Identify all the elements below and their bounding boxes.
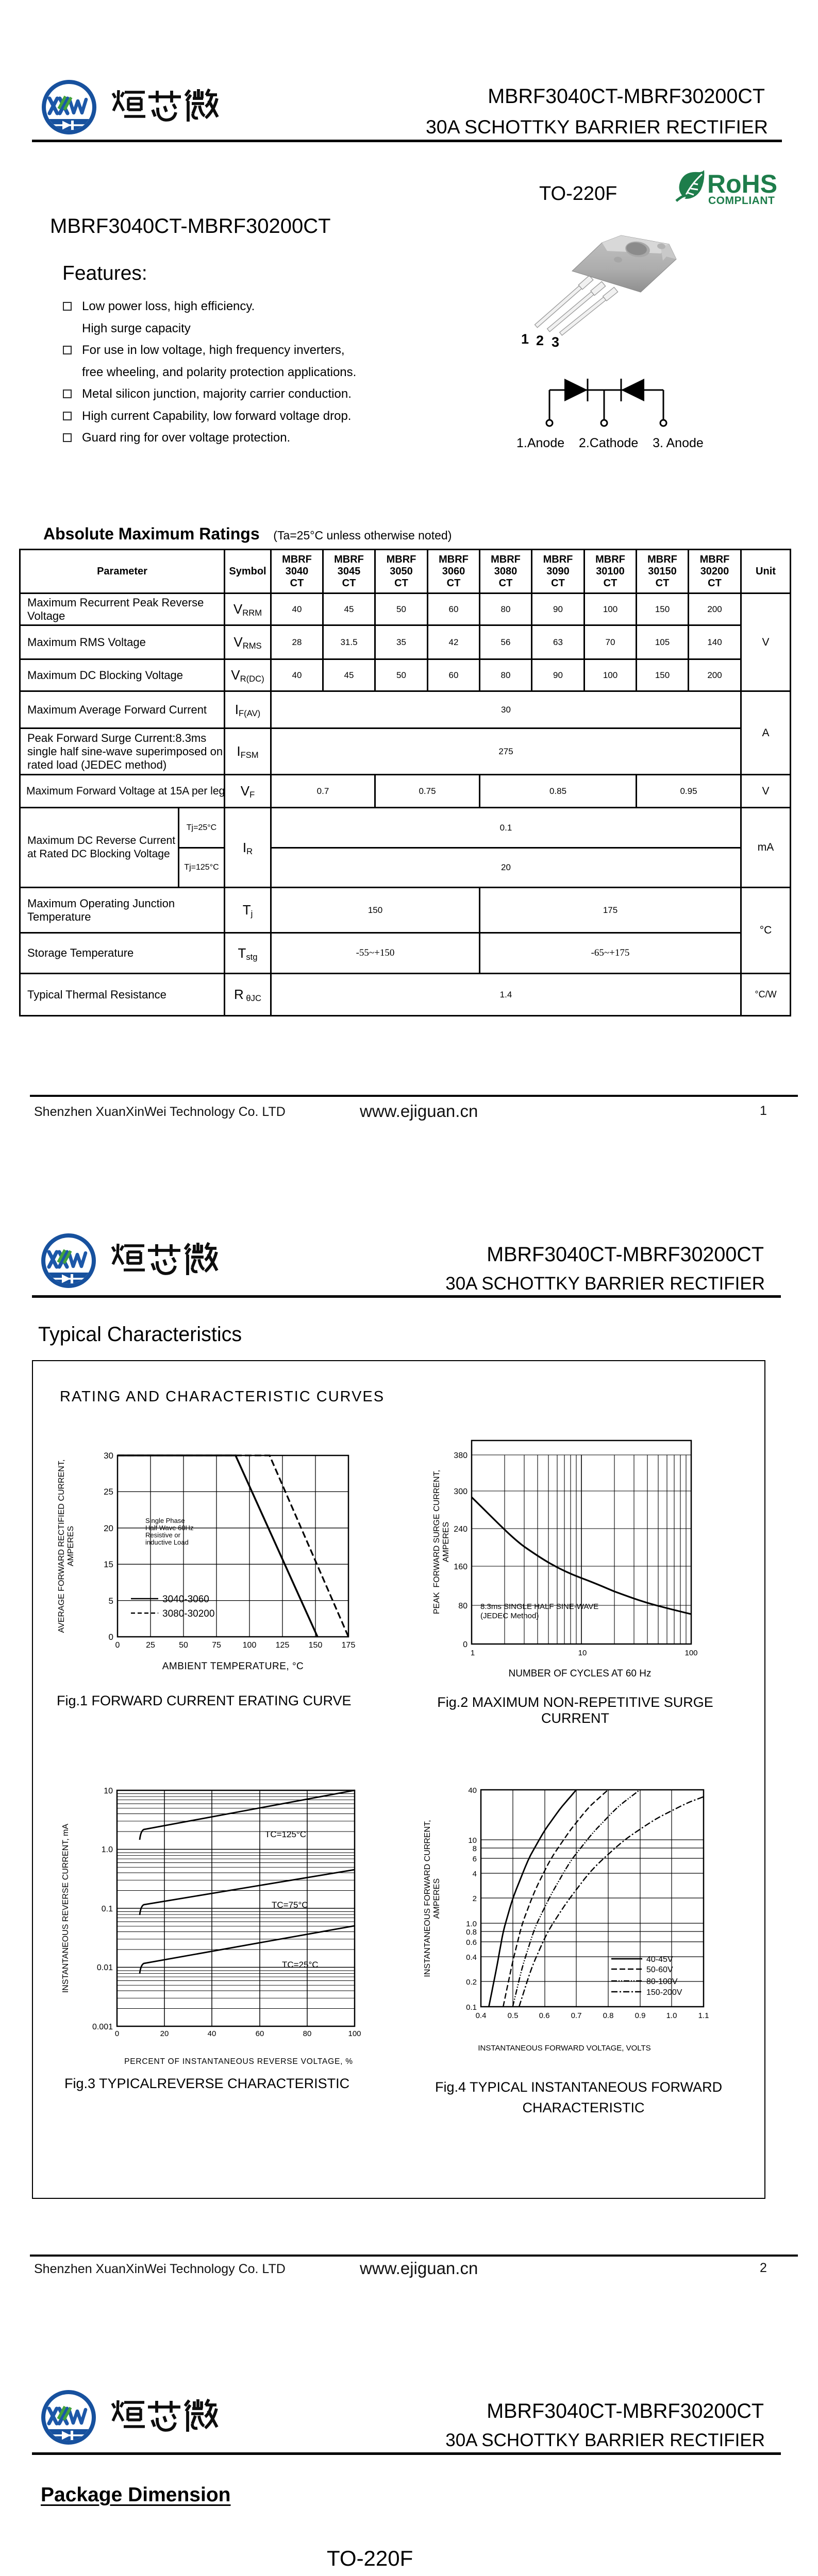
svg-text:1.0: 1.0: [466, 1920, 477, 1928]
svg-text:Fig.1 FORWARD CURRENT ERATING: Fig.1 FORWARD CURRENT ERATING CURVE: [57, 1693, 352, 1708]
svg-text:1.1: 1.1: [698, 2011, 709, 2020]
svg-text:6: 6: [473, 1855, 477, 1863]
svg-text:3040-3060: 3040-3060: [162, 1594, 209, 1605]
svg-text:0: 0: [463, 1640, 468, 1649]
svg-text:0.4: 0.4: [476, 2011, 487, 2020]
svg-text:300: 300: [454, 1487, 468, 1496]
svg-text:1.Anode 2.Cathode 3. Ano: 1.Anode 2.Cathode 3. Anode: [516, 436, 704, 450]
svg-text:240: 240: [454, 1525, 468, 1534]
svg-text:0: 0: [109, 1632, 113, 1642]
svg-text:TC=25°C: TC=25°C: [282, 1960, 319, 1970]
svg-text:160: 160: [454, 1563, 468, 1571]
svg-text:20: 20: [160, 2029, 169, 2038]
svg-text:75: 75: [212, 1641, 221, 1650]
svg-text:0.2: 0.2: [466, 1978, 477, 1987]
svg-text:25: 25: [104, 1487, 113, 1497]
svg-text:INSTANTANEOUS FORWARD CURRENT,: INSTANTANEOUS FORWARD CURRENT,: [423, 1820, 432, 1977]
svg-text:2: 2: [473, 1894, 477, 1903]
svg-text:40: 40: [468, 1786, 477, 1795]
svg-text:3080-30200: 3080-30200: [162, 1608, 214, 1619]
svg-text:AMPERES: AMPERES: [442, 1522, 450, 1562]
svg-text:0.1: 0.1: [102, 1905, 113, 1913]
svg-text:NUMBER OF CYCLES AT 60 Hz: NUMBER OF CYCLES AT 60 Hz: [509, 1668, 652, 1679]
svg-text:0: 0: [115, 2029, 119, 2038]
svg-text:AMPERES: AMPERES: [432, 1878, 441, 1919]
svg-text:8: 8: [473, 1844, 477, 1853]
svg-text:100: 100: [243, 1641, 257, 1650]
svg-text:INSTANTANEOUS REVERSE CURRENT,: INSTANTANEOUS REVERSE CURRENT, mA: [61, 1824, 70, 1993]
svg-text:CURRENT: CURRENT: [541, 1710, 609, 1726]
svg-text:Resistive or: Resistive or: [145, 1531, 181, 1539]
svg-text:0.01: 0.01: [97, 1963, 113, 1972]
svg-text:100: 100: [685, 1649, 697, 1657]
svg-text:inductive Load: inductive Load: [145, 1538, 189, 1546]
svg-text:5: 5: [109, 1596, 113, 1606]
svg-text:60: 60: [256, 2029, 264, 2038]
svg-text:0.7: 0.7: [571, 2011, 582, 2020]
svg-text:Half Wave 60Hz: Half Wave 60Hz: [145, 1524, 193, 1532]
svg-text:Single Phase: Single Phase: [145, 1517, 185, 1524]
svg-text:175: 175: [342, 1641, 356, 1650]
svg-text:0.001: 0.001: [92, 2023, 113, 2031]
svg-text:3: 3: [552, 334, 559, 350]
svg-text:30: 30: [104, 1451, 113, 1461]
svg-text:AMPERES: AMPERES: [66, 1526, 75, 1566]
svg-text:0.5: 0.5: [508, 2011, 519, 2020]
svg-text:CHARACTERISTIC: CHARACTERISTIC: [522, 2100, 644, 2115]
svg-text:0.6: 0.6: [466, 1938, 477, 1947]
svg-text:10: 10: [468, 1836, 477, 1845]
svg-text:TC=75°C: TC=75°C: [272, 1900, 308, 1910]
svg-text:1: 1: [521, 331, 529, 347]
svg-text:25: 25: [146, 1641, 155, 1650]
svg-text:1.0: 1.0: [102, 1845, 113, 1854]
svg-text:1: 1: [471, 1649, 475, 1657]
svg-text:80: 80: [303, 2029, 312, 2038]
svg-text:150: 150: [309, 1641, 323, 1650]
svg-text:150-200V: 150-200V: [646, 1988, 682, 1997]
svg-text:380: 380: [454, 1451, 468, 1460]
svg-text:1.0: 1.0: [666, 2011, 677, 2020]
svg-text:AVERAGE FORWARD RECTIFIED CURR: AVERAGE FORWARD RECTIFIED CURRENT,: [57, 1460, 66, 1633]
svg-text:TC=125°C: TC=125°C: [265, 1829, 306, 1839]
svg-text:PERCENT OF INSTANTANEOUS REVER: PERCENT OF INSTANTANEOUS REVERSE VOLTAGE…: [124, 2057, 353, 2066]
svg-text:80-100V: 80-100V: [646, 1977, 678, 1986]
svg-text:20: 20: [104, 1523, 113, 1533]
svg-text:0.6: 0.6: [539, 2011, 550, 2020]
svg-text:4: 4: [473, 1870, 477, 1878]
svg-text:10: 10: [104, 1787, 113, 1795]
svg-text:40-45V: 40-45V: [646, 1955, 673, 1964]
svg-text:Fig.3 TYPICALREVERSE CHARACTER: Fig.3 TYPICALREVERSE CHARACTERISTIC: [64, 2076, 349, 2091]
svg-text:0.8: 0.8: [603, 2011, 614, 2020]
svg-text:INSTANTANEOUS FORWARD VOLTAGE,: INSTANTANEOUS FORWARD VOLTAGE, VOLTS: [478, 2044, 650, 2053]
svg-text:50: 50: [179, 1641, 188, 1650]
svg-text:PEAK FORWARD SURGE CURRENT,: PEAK FORWARD SURGE CURRENT,: [432, 1470, 441, 1614]
svg-text:10: 10: [578, 1649, 587, 1657]
svg-text:2: 2: [536, 333, 544, 348]
svg-text:0.4: 0.4: [466, 1953, 477, 1962]
svg-text:0: 0: [115, 1641, 120, 1650]
svg-text:0.8: 0.8: [466, 1928, 477, 1937]
svg-text:0.9: 0.9: [635, 2011, 646, 2020]
svg-text:8.3ms SINGLE HALF SINE-WAVE: 8.3ms SINGLE HALF SINE-WAVE: [480, 1602, 598, 1611]
svg-text:80: 80: [458, 1602, 468, 1611]
svg-text:100: 100: [348, 2029, 361, 2038]
svg-text:50-60V: 50-60V: [646, 1965, 673, 1974]
svg-text:0.1: 0.1: [466, 2003, 477, 2012]
svg-text:Fig.2 MAXIMUM NON-REPETITIVE S: Fig.2 MAXIMUM NON-REPETITIVE SURGE: [437, 1694, 713, 1710]
svg-text:(JEDEC Method): (JEDEC Method): [480, 1612, 539, 1620]
svg-text:40: 40: [208, 2029, 216, 2038]
svg-text:AMBIENT TEMPERATURE, °C: AMBIENT TEMPERATURE, °C: [162, 1661, 304, 1672]
svg-text:Fig.4 TYPICAL INSTANTANEOUS FO: Fig.4 TYPICAL INSTANTANEOUS FORWARD: [435, 2079, 722, 2095]
svg-text:125: 125: [276, 1641, 290, 1650]
svg-text:15: 15: [104, 1560, 113, 1569]
